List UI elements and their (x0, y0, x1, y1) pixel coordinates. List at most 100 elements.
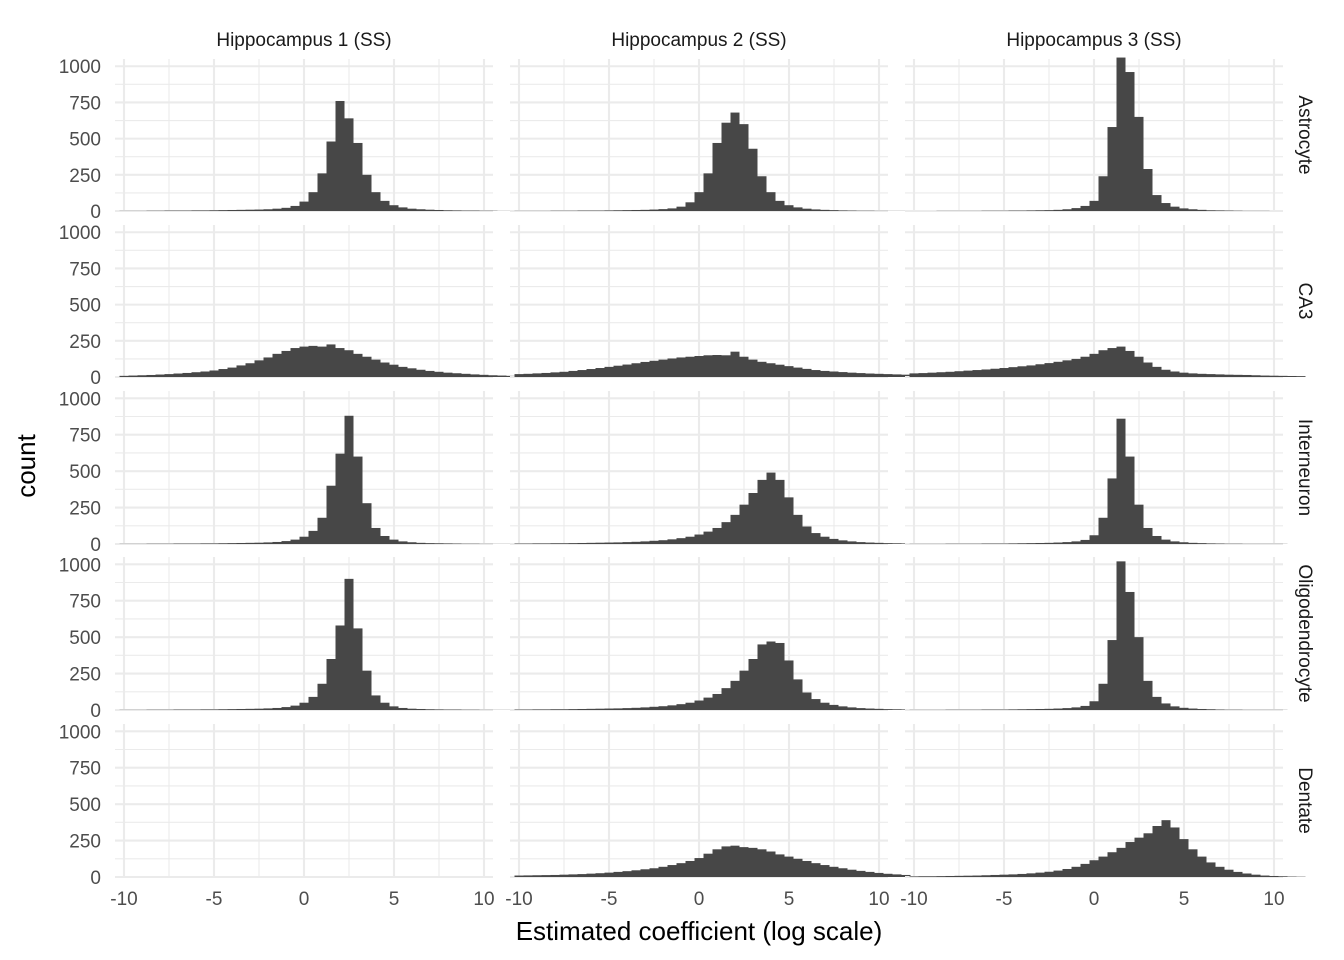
histogram-bar (299, 702, 309, 710)
histogram-bar (604, 210, 614, 211)
histogram-bar (622, 210, 632, 211)
histogram-bar (263, 357, 273, 377)
histogram-bar (1035, 210, 1045, 211)
histogram-bar (532, 373, 542, 377)
histogram-bar (362, 174, 372, 211)
histogram-bar (1206, 709, 1216, 710)
histogram-bar (730, 845, 740, 877)
histogram-bar (613, 210, 623, 211)
histogram-bar (757, 176, 767, 211)
histogram-bar (317, 517, 327, 544)
histogram-bar (721, 846, 731, 877)
histogram-bar (640, 361, 650, 377)
histogram-bar (1152, 696, 1162, 710)
histogram-bar (532, 543, 542, 544)
histogram-bar (649, 706, 659, 710)
histogram-bar (568, 370, 578, 377)
strip-row-oligodendrocyte: Oligodendrocyte (1294, 564, 1315, 702)
x-tick-label: 5 (389, 889, 400, 910)
histogram-bar (1044, 871, 1054, 877)
histogram-bar (532, 709, 542, 710)
histogram-bar (1125, 72, 1135, 211)
histogram-bar (856, 870, 866, 877)
histogram-bar (1179, 372, 1189, 377)
y-tick-label: 500 (69, 795, 101, 816)
histogram-bar (1053, 708, 1063, 710)
histogram-bar (784, 497, 794, 544)
histogram-bar (1143, 169, 1153, 211)
histogram-bar (577, 874, 587, 877)
histogram-bar (272, 707, 282, 710)
strip-label-col-1: Hippocampus 1 (SS) (216, 30, 391, 51)
histogram-bar (1215, 374, 1225, 377)
y-tick-label: 1000 (59, 57, 101, 78)
histogram-bar (766, 192, 776, 211)
histogram-bar (550, 709, 560, 710)
y-tick-label: 250 (69, 166, 101, 187)
histogram-bar (1161, 369, 1171, 377)
histogram-bar (317, 173, 327, 211)
histogram-bar (1116, 346, 1126, 377)
histogram-bar (1206, 374, 1216, 377)
histogram-bar (703, 697, 713, 710)
histogram-bar (595, 708, 605, 710)
panel-dentate-1 (115, 724, 493, 879)
histogram-bar (1035, 708, 1045, 710)
histogram-bar (631, 209, 641, 211)
histogram-bar (1089, 701, 1099, 710)
histogram-bar (550, 874, 560, 877)
histogram-bar (425, 543, 435, 544)
histogram-bar (658, 359, 668, 377)
histogram-bar (640, 707, 650, 710)
histogram-bar (317, 346, 327, 377)
strip-label-col-3: Hippocampus 3 (SS) (1006, 30, 1181, 51)
histogram-bar (568, 874, 578, 877)
strip-labels: Hippocampus 1 (SS) Hippocampus 2 (SS) Hipp… (216, 30, 1315, 834)
histogram-bar (649, 540, 659, 544)
histogram-bar (945, 875, 955, 877)
histogram-bar (622, 542, 632, 544)
histogram-bar (236, 365, 246, 377)
histogram-bar (802, 692, 812, 710)
x-tick-label: -10 (110, 889, 137, 910)
histogram-bar (739, 504, 749, 544)
histogram-bar (766, 472, 776, 544)
histogram-bar (838, 706, 848, 710)
histogram-bar (586, 873, 596, 877)
histogram-bar (676, 863, 686, 877)
histogram-bar (389, 706, 399, 710)
histogram-bar (981, 875, 991, 877)
histogram-bar (1143, 680, 1153, 710)
histogram-bar (604, 366, 614, 377)
x-tick-label: 10 (868, 889, 889, 910)
histogram-bar (1188, 209, 1198, 211)
histogram-bar (1008, 543, 1018, 544)
histogram-bar (497, 375, 507, 377)
histogram-bar (425, 370, 435, 377)
histogram-bar (407, 708, 417, 710)
histogram-bar (820, 536, 830, 544)
histogram-bar (353, 353, 363, 377)
histogram-bar (1089, 535, 1099, 544)
histogram-bar (685, 702, 695, 710)
histogram-bar (1170, 206, 1180, 211)
histogram-bar (452, 373, 462, 377)
strip-label-row-oligodendrocyte: Oligodendrocyte (1294, 564, 1315, 702)
histogram-bar (784, 660, 794, 710)
histogram-bar (209, 210, 219, 211)
histogram-bar (847, 707, 857, 710)
histogram-bar (631, 363, 641, 377)
histogram-bar (865, 373, 875, 377)
histogram-bar (972, 370, 982, 377)
histogram-bar (1233, 871, 1243, 877)
histogram-bar (1143, 362, 1153, 377)
histogram-bar (901, 374, 911, 377)
histogram-bar (299, 536, 309, 544)
y-tick-label: 0 (90, 202, 101, 223)
panel-interneuron-3 (905, 391, 1288, 546)
histogram-bar (1179, 208, 1189, 211)
histogram-bar (1197, 856, 1207, 877)
histogram-bar (182, 372, 192, 377)
histogram-bar (1071, 541, 1081, 544)
histogram-bar (1170, 827, 1180, 877)
